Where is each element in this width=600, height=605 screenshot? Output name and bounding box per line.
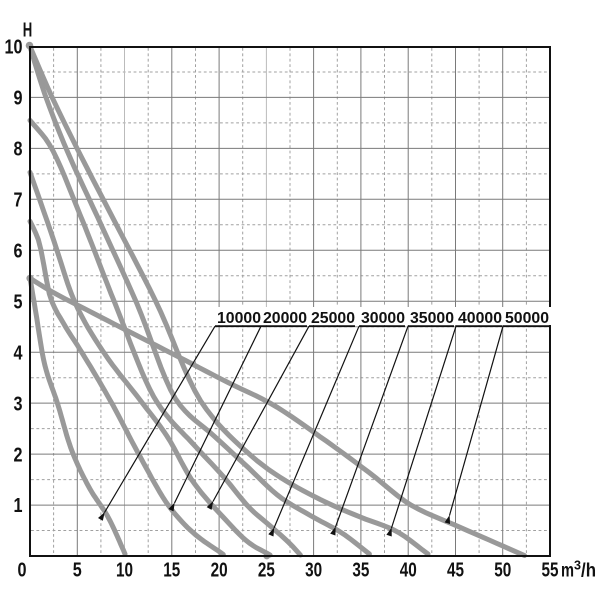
- svg-text:20000: 20000: [263, 310, 307, 327]
- svg-text:10: 10: [116, 560, 133, 582]
- svg-text:5: 5: [14, 291, 23, 313]
- svg-text:8: 8: [14, 139, 23, 161]
- svg-text:2: 2: [14, 444, 23, 466]
- svg-text:9: 9: [14, 88, 23, 110]
- svg-text:3: 3: [14, 393, 23, 415]
- svg-text:30: 30: [305, 560, 322, 582]
- svg-text:6: 6: [14, 241, 23, 263]
- svg-text:7: 7: [14, 190, 23, 212]
- svg-text:25000: 25000: [311, 310, 355, 327]
- svg-text:50: 50: [494, 560, 511, 582]
- svg-text:10: 10: [5, 37, 23, 59]
- svg-text:40000: 40000: [458, 310, 502, 327]
- svg-text:4: 4: [14, 342, 24, 364]
- svg-text:25: 25: [258, 560, 275, 582]
- svg-text:10000: 10000: [217, 310, 261, 327]
- svg-text:5: 5: [73, 560, 82, 582]
- svg-text:0: 0: [18, 560, 27, 582]
- svg-text:15: 15: [163, 560, 180, 582]
- svg-text:50000: 50000: [505, 310, 549, 327]
- svg-text:m3/h: m3/h: [561, 558, 596, 582]
- svg-text:45: 45: [447, 560, 464, 582]
- svg-text:35: 35: [352, 560, 369, 582]
- svg-text:35000: 35000: [410, 310, 454, 327]
- svg-text:H: H: [23, 19, 33, 42]
- svg-text:40: 40: [400, 560, 417, 582]
- svg-text:55: 55: [542, 560, 559, 582]
- svg-text:30000: 30000: [361, 310, 405, 327]
- svg-text:20: 20: [211, 560, 228, 582]
- svg-text:1: 1: [14, 495, 23, 517]
